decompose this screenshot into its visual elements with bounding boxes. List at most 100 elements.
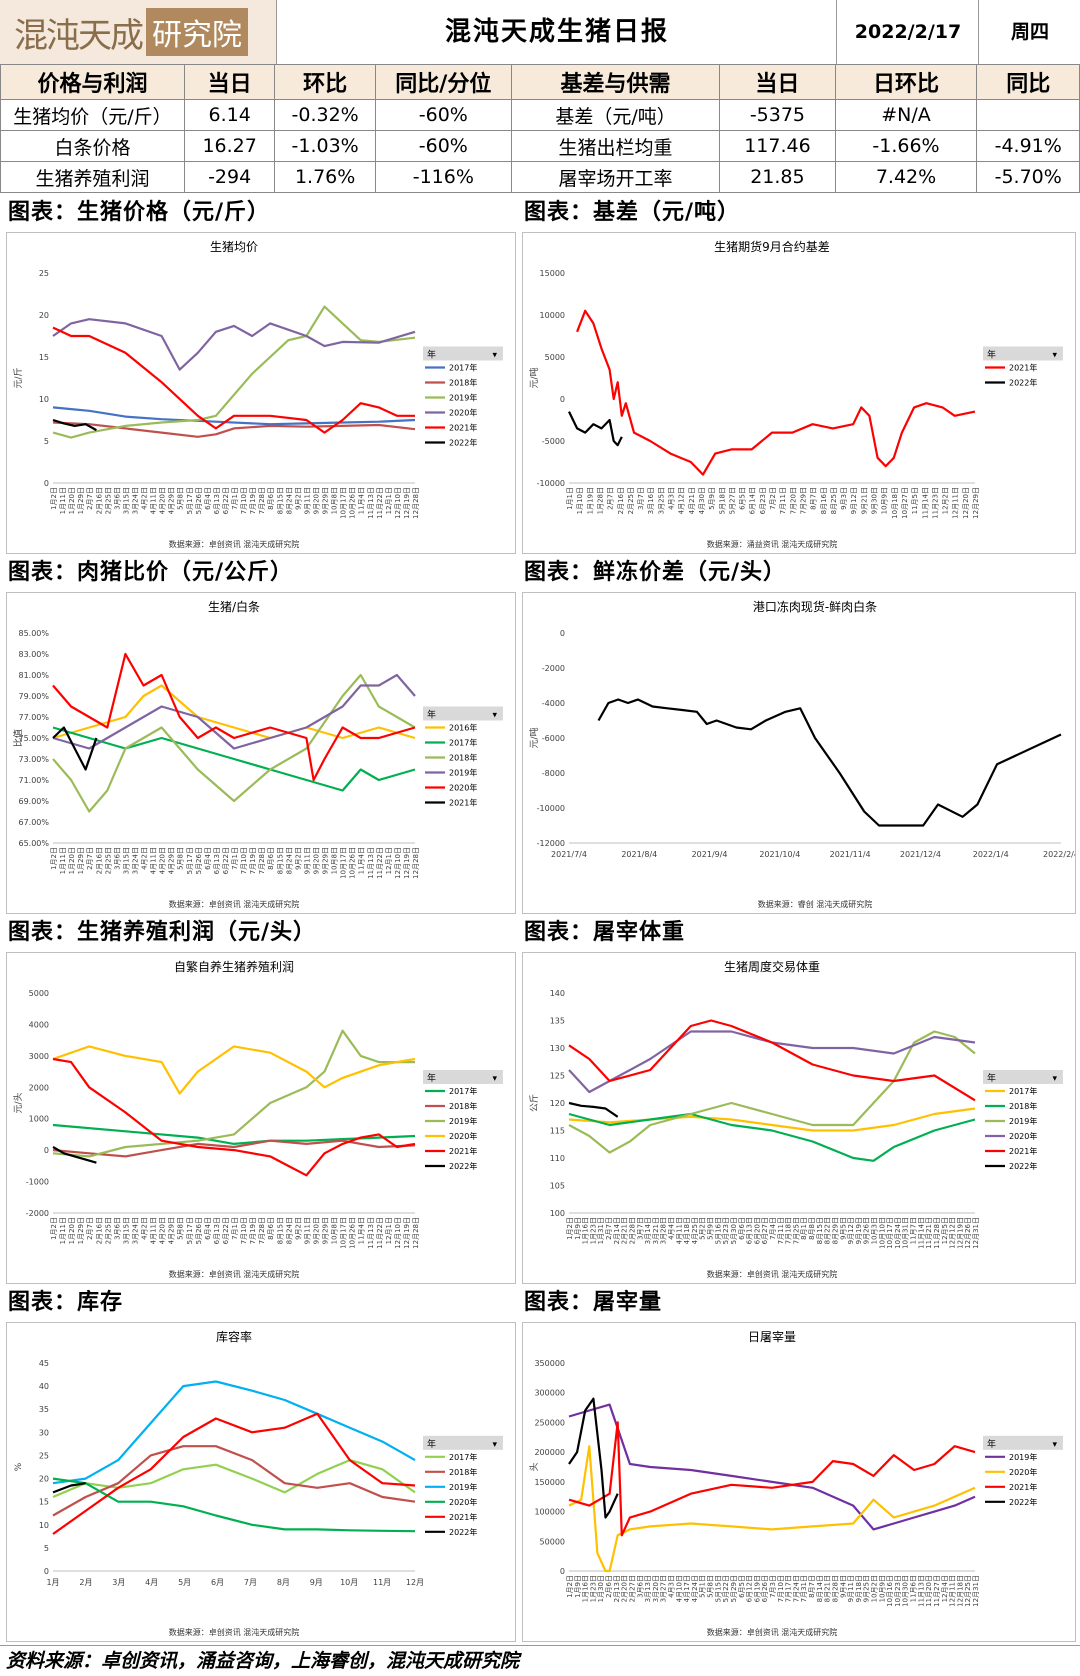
x-tick-label: 9月2日: [294, 847, 302, 870]
x-tick-label: 9月: [310, 1578, 323, 1587]
x-tick-label: 12月31日: [972, 1575, 980, 1607]
x-tick-label: 10月17日: [340, 847, 348, 879]
legend-label: 2017年: [449, 1452, 477, 1462]
legend-header: [423, 706, 503, 721]
x-tick-label: 8月1日: [800, 1217, 808, 1240]
series-line: [52, 418, 97, 432]
x-tick-label: 6月13日: [746, 1217, 754, 1244]
x-tick-label: 2021/8/4: [621, 850, 657, 859]
x-tick-label: 1月31日: [597, 1217, 605, 1244]
legend-header: [423, 1070, 503, 1084]
y-tick-label: 35: [39, 1405, 49, 1414]
x-tick-label: 5月18日: [718, 487, 726, 514]
legend-label: 2022年: [1009, 1161, 1037, 1171]
x-tick-label: 7月31日: [800, 1575, 808, 1602]
y-tick-label: 5: [44, 1544, 49, 1553]
legend-label: 2016年: [449, 723, 477, 733]
x-tick-label: 9月20日: [312, 847, 320, 874]
x-tick-label: 5月9日: [708, 487, 716, 510]
x-tick-label: 10月26日: [349, 1217, 357, 1249]
x-tick-label: 12月25日: [964, 1575, 972, 1607]
kpi-header: 环比: [274, 64, 376, 100]
series-line: [52, 1445, 416, 1517]
x-tick-label: 3月6日: [113, 487, 121, 510]
series-line: [568, 1397, 619, 1519]
x-tick-label: 4月11日: [150, 847, 158, 874]
x-tick-label: 10月8日: [331, 847, 339, 874]
x-tick-label: 4月21日: [688, 487, 696, 514]
kpi-cell: 1.76%: [274, 161, 376, 193]
x-tick-label: 8月28日: [831, 1575, 839, 1602]
y-tick-label: 0: [560, 395, 565, 404]
x-tick-label: 1月23日: [589, 1217, 597, 1244]
x-tick-label: 5月8日: [707, 1575, 715, 1598]
chart-panel: 港口冻肉现货-鲜肉白条 元/吨 -12000 -10000 -8000 -6000 -400…: [522, 592, 1076, 914]
filter-dropdown-icon: ▾: [492, 1074, 497, 1084]
x-tick-label: 1月30日: [597, 1575, 605, 1602]
x-tick-label: 11月23日: [931, 487, 939, 519]
x-tick-label: 2月25日: [104, 847, 112, 874]
x-tick-label: 4月12日: [678, 487, 686, 514]
x-tick-label: 4月3日: [668, 1575, 676, 1598]
chart-source: 数据来源：睿创 混沌天成研究院: [758, 899, 873, 909]
x-tick-label: 9月29日: [322, 1217, 330, 1244]
x-tick-label: 12月18日: [956, 1575, 964, 1607]
legend-label: 2018年: [449, 378, 477, 388]
series-line: [52, 1029, 415, 1158]
x-tick-label: 8月14日: [816, 1575, 824, 1602]
x-tick-label: 7月10日: [240, 1217, 248, 1244]
chart-panel: 自繁自养生猪养殖利润 元/头 -2000 -1000 0 1000 2000 3000 4000…: [6, 952, 516, 1284]
y-tick-label: 71.00%: [18, 776, 49, 785]
x-tick-label: 3月20日: [652, 1575, 660, 1602]
kpi-cell: 16.27: [183, 130, 276, 162]
x-tick-label: 5月8日: [177, 487, 185, 510]
x-tick-label: 11月14日: [921, 487, 929, 519]
chart-title: 生猪/白条: [208, 599, 260, 614]
x-tick-label: 7月10日: [777, 1575, 785, 1602]
y-tick-label: 30: [39, 1428, 49, 1437]
chart-panel: 日屠宰量头 0 50000 100000 150000 200000 250000 30000…: [522, 1322, 1076, 1642]
x-tick-label: 7月2日: [769, 487, 777, 510]
y-tick-label: 250000: [534, 1418, 565, 1427]
y-tick-label: 15: [39, 1498, 49, 1507]
x-tick-label: 7月1日: [231, 1217, 239, 1240]
x-tick-label: 1月11日: [59, 487, 67, 514]
kpi-cell: -0.32%: [274, 99, 376, 131]
x-tick-label: 4月29日: [168, 487, 176, 514]
y-tick-label: 0: [560, 629, 565, 638]
x-tick-label: 6月13日: [213, 1217, 221, 1244]
x-tick-label: 4月20日: [159, 487, 167, 514]
kpi-header: 同比: [976, 64, 1080, 100]
x-tick-label: 4月25日: [691, 1217, 699, 1244]
section-title: 图表：库存: [8, 1290, 124, 1315]
x-tick-label: 4月10日: [675, 1575, 683, 1602]
series-line: [568, 1030, 976, 1154]
x-tick-label: 8月: [277, 1578, 290, 1587]
y-tick-label: 45: [39, 1359, 49, 1368]
y-tick-label: -2000: [26, 1209, 49, 1218]
kpi-header: 同比/分位: [374, 64, 512, 100]
legend-label: 2017年: [449, 363, 477, 373]
x-tick-label: 7月10日: [240, 847, 248, 874]
y-tick-label: 20: [39, 311, 49, 320]
x-tick-label: 10月27日: [901, 487, 909, 519]
legend-label: 2018年: [449, 753, 477, 763]
x-tick-label: 11月5日: [911, 487, 919, 514]
x-tick-label: 7月28日: [258, 487, 266, 514]
x-tick-label: 10月2日: [871, 1575, 879, 1602]
x-tick-label: 9月12日: [847, 1217, 855, 1244]
kpi-row: 白条价格 16.27 -1.03% -60% 生猪出栏均重 117.46 -1.…: [0, 130, 1080, 162]
kpi-cell: -60%: [374, 130, 512, 162]
series-line: [52, 1139, 416, 1158]
y-tick-label: 0: [44, 479, 49, 488]
x-tick-label: 10月17日: [886, 1217, 894, 1249]
series-line: [52, 673, 416, 813]
legend-label: 2019年: [449, 1482, 477, 1492]
series-line: [52, 1482, 86, 1494]
x-tick-label: 4月2日: [141, 1217, 149, 1240]
x-tick-label: 1月29日: [77, 847, 85, 874]
x-tick-label: 10月9日: [881, 487, 889, 514]
